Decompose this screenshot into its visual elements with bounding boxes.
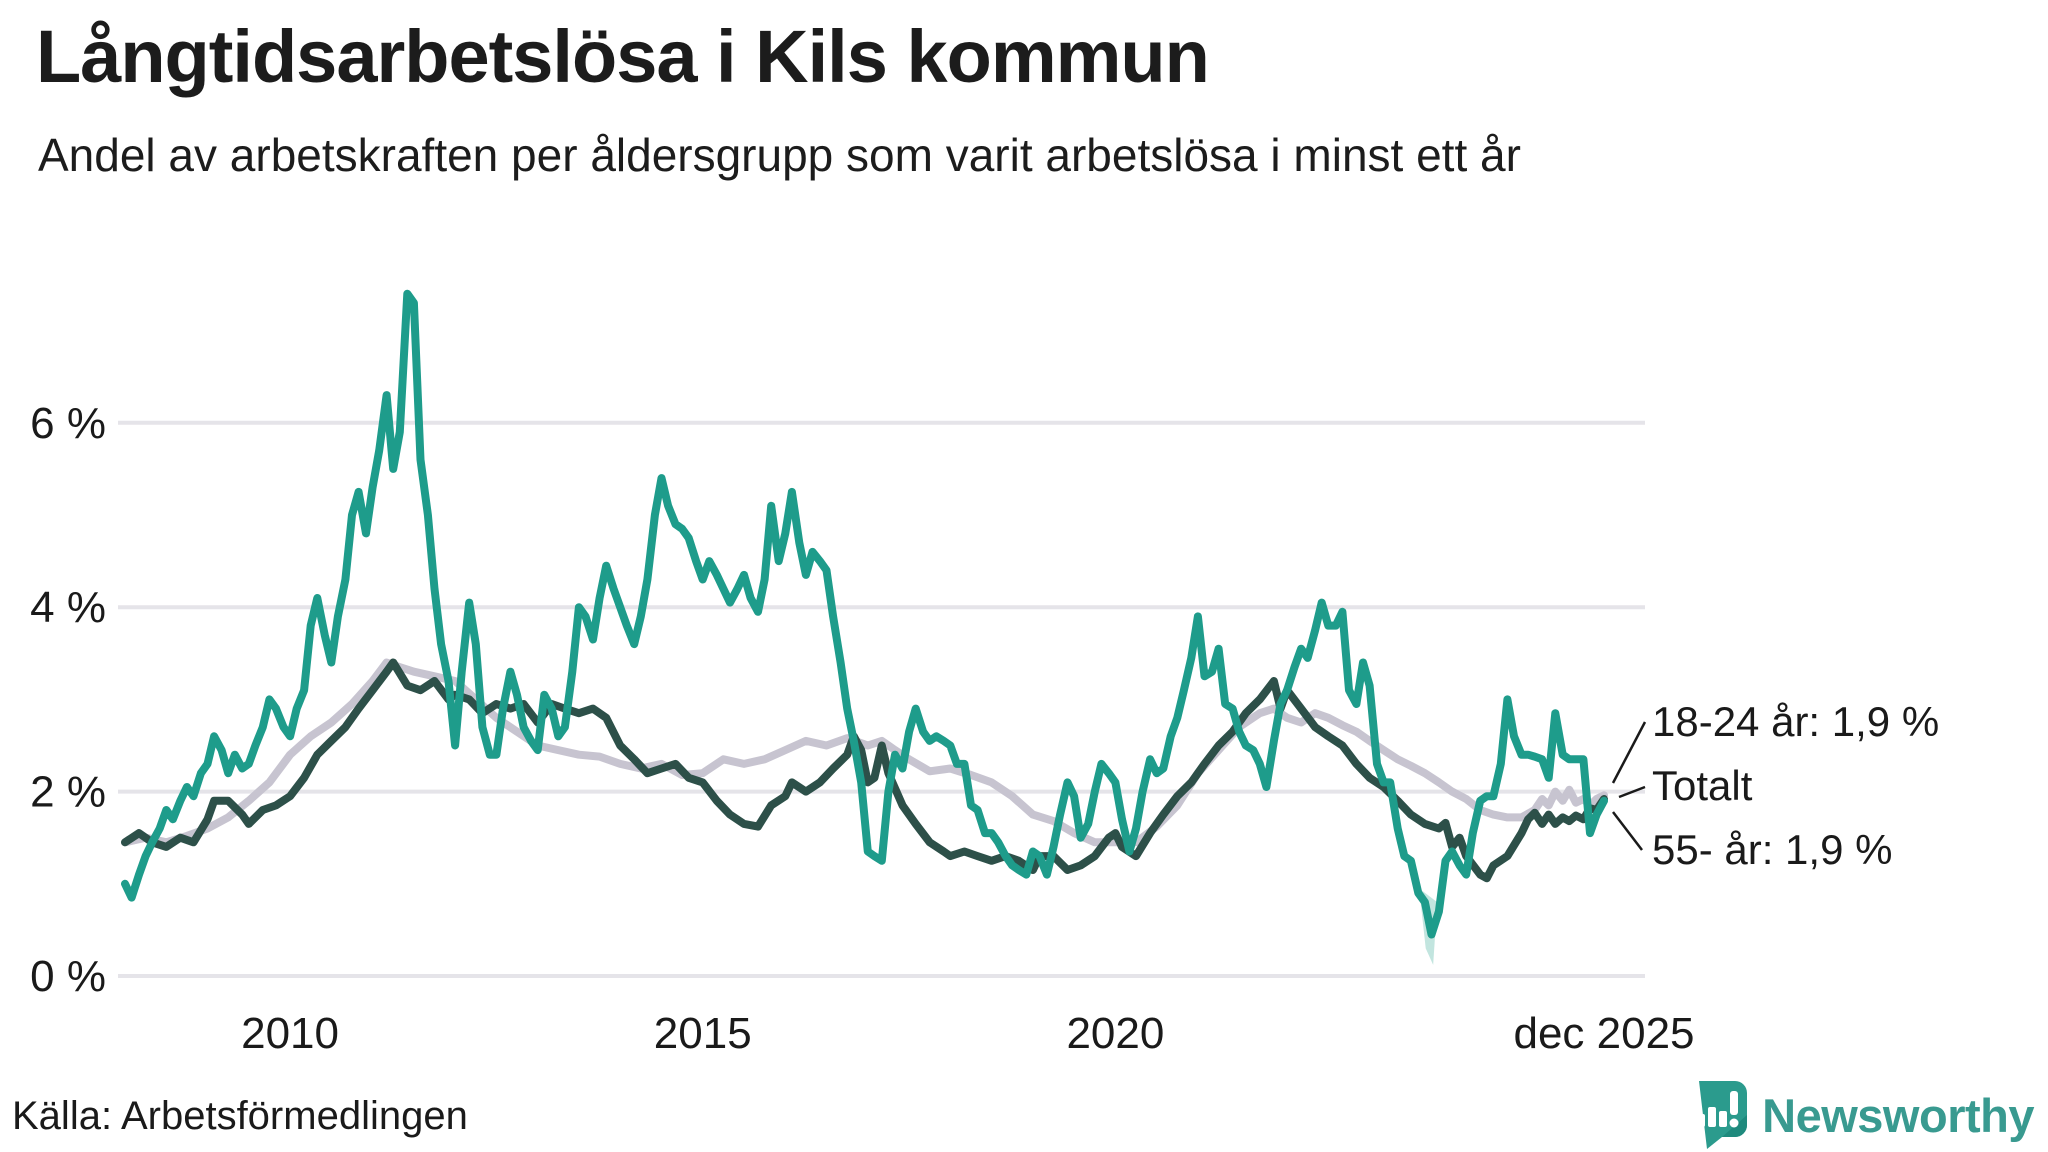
- series-end-label-18-24: 18-24 år: 1,9 %: [1652, 698, 1940, 745]
- annotation-leader-line: [1611, 721, 1647, 784]
- series-end-label-55: 55- år: 1,9 %: [1652, 826, 1893, 873]
- page-title: Långtidsarbetslösa i Kils kommun: [36, 15, 1210, 98]
- series-end-label-totalt: Totalt: [1652, 762, 1753, 809]
- y-axis-tick: 0 %: [30, 952, 106, 1001]
- y-axis-tick: 2 %: [30, 768, 106, 817]
- series-line-Totalt: [121, 658, 1608, 847]
- annotation-leader-line: [1618, 785, 1646, 799]
- chart-subtitle: Andel av arbetskraften per åldersgrupp s…: [38, 129, 1521, 181]
- newsworthy-wordmark: Newsworthy: [1762, 1088, 2034, 1142]
- y-axis-tick: 6 %: [30, 399, 106, 448]
- series-line-18-24år: [121, 289, 1608, 939]
- y-axis-tick: 4 %: [30, 583, 106, 632]
- x-axis-tick: 2020: [1066, 1009, 1164, 1058]
- x-axis-tick: dec 2025: [1513, 1009, 1694, 1058]
- x-axis-tick: 2010: [241, 1009, 339, 1058]
- newsworthy-logo: Newsworthy: [1686, 1080, 2034, 1150]
- source-note: Källa: Arbetsförmedlingen: [12, 1094, 468, 1138]
- x-axis-tick: 2015: [654, 1009, 752, 1058]
- series-line-55-år: [121, 658, 1608, 883]
- newsworthy-bar-chart-icon: [1697, 1081, 1748, 1149]
- annotation-leader-line: [1612, 811, 1643, 851]
